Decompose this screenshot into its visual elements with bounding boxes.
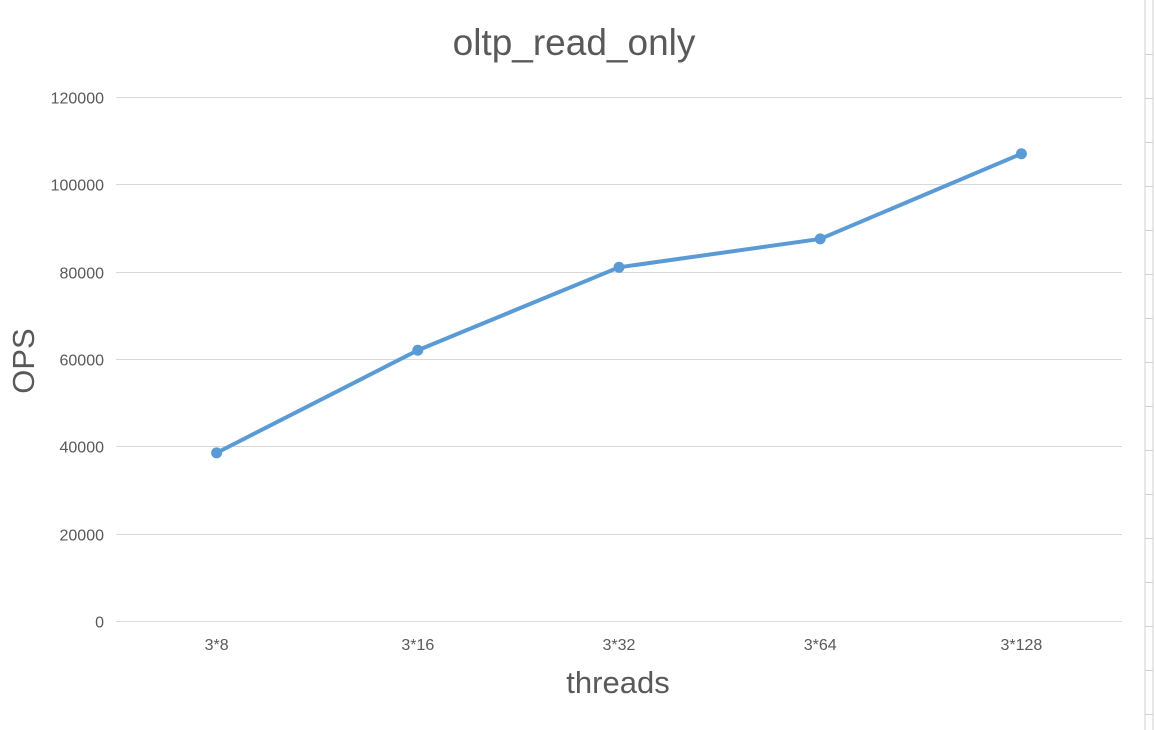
data-point <box>211 447 223 459</box>
data-point <box>412 344 424 356</box>
y-tick-label: 80000 <box>60 266 105 283</box>
x-tick-label: 3*128 <box>1000 637 1042 654</box>
y-axis-title: OPS <box>6 328 41 393</box>
chart-title: oltp_read_only <box>453 22 696 63</box>
x-tick-label: 3*64 <box>804 637 837 654</box>
y-axis-tick-labels: 0 20000 40000 60000 80000 100000 120000 <box>51 91 104 632</box>
right-edge-ticks <box>1145 54 1153 715</box>
x-axis-title: threads <box>566 665 669 700</box>
data-point <box>1015 148 1027 160</box>
series-lines <box>214 151 1024 455</box>
data-point <box>613 261 625 273</box>
x-tick-label: 3*8 <box>205 637 229 654</box>
x-tick-label: 3*32 <box>603 637 636 654</box>
y-tick-label: 40000 <box>60 440 105 457</box>
y-tick-label: 0 <box>95 615 104 632</box>
x-tick-label: 3*16 <box>401 637 434 654</box>
y-tick-label: 20000 <box>60 528 105 545</box>
series-points <box>211 148 1027 459</box>
y-tick-label: 60000 <box>60 353 105 370</box>
y-tick-label: 120000 <box>51 91 104 108</box>
data-point <box>814 233 826 245</box>
right-edge-frame <box>1144 0 1154 730</box>
x-axis-tick-labels: 3*8 3*16 3*32 3*64 3*128 <box>205 637 1043 654</box>
y-tick-label: 100000 <box>51 178 104 195</box>
series-line-0 <box>214 151 1024 455</box>
